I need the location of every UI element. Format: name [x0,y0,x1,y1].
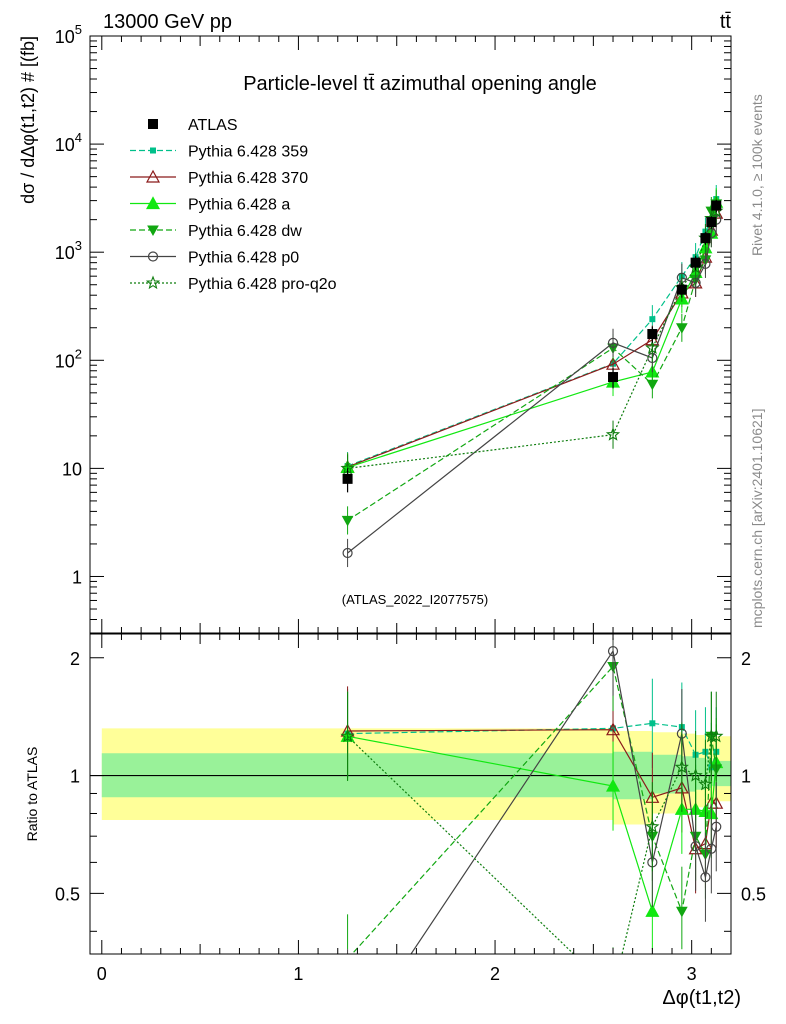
series-4-ratio-line [410,649,717,954]
main-y-tick-label: 102 [55,346,82,371]
legend-marker-3 [145,196,161,210]
legend: ATLAS Pythia 6.428 359 Pythia 6.428 370 Pyt… [130,117,337,293]
ratio-y-axis-label: Ratio to ATLAS [24,747,40,842]
series-4-point [700,258,711,269]
series-4-ratio-point [607,645,619,657]
main-y-tick-label: 10 [62,459,82,479]
series-5-ratio-line [347,735,717,954]
series-5-point [605,427,621,441]
legend-label-0: ATLAS [188,117,238,134]
ratio-y-tick-label-right: 1 [741,767,751,787]
atlas-data-point [690,257,701,268]
ratio-plot: 0 1 2 3 0.5 0.5 1 1 2 2 [55,634,766,997]
series-5-ratio-point [607,986,618,997]
series-5-ratio-point [709,728,724,743]
atlas-data-point [711,200,722,211]
main-y-tick-exponent: 5 [75,22,82,37]
series-5-ratio-point [704,728,719,743]
legend-marker-4 [147,225,159,237]
legend-label-5: Pythia 6.428 p0 [188,250,299,267]
legend-label-4: Pythia 6.428 dw [188,223,302,240]
series-2-ratio-point [645,904,660,917]
series-4-ratio-point [711,821,722,832]
series-4-ratio-point [690,841,701,852]
x-axis-label: Δφ(t1,t2) [662,987,741,1009]
main-y-tick-exponent: 3 [75,238,82,253]
atlas-data-point [647,329,658,340]
ratio-y-tick-label: 1 [70,767,80,787]
series-4-ratio-point [700,872,711,883]
x-tick-label: 2 [490,964,500,984]
legend-marker-2 [145,169,161,183]
series-5-ratio-point [674,759,689,774]
legend-label-6: Pythia 6.428 pro-q2o [188,276,337,293]
series-3-point [646,379,659,391]
mcplots-label: mcplots.cern.ch [arXiv:2401.10621] [749,409,765,628]
series-5-ratio-point [645,819,660,833]
ratio-series-group [90,637,731,997]
ratio-y-tick-label: 0.5 [55,884,80,904]
atlas-data-point [706,217,717,228]
series-4-point [607,337,619,348]
series-5-ratio-point [340,728,355,743]
series-5-ratio-point [688,768,703,782]
series-5-point [645,340,660,355]
series-0-ratio-point [649,720,656,727]
main-y-tick-label: 104 [55,130,82,155]
series-4-point [342,547,353,559]
x-tick-label: 3 [687,964,697,984]
x-tick-label: 0 [97,964,107,984]
y-axis-label: dσ / dΔφ(t1,t2) # [(fb] [18,36,38,204]
series-3-line [347,203,717,521]
series-3-point [675,323,688,334]
header-energy: 13000 GeV pp [103,11,232,33]
main-y-tick-label: 103 [55,238,82,263]
main-y-tick-label: 1 [72,567,82,587]
rivet-label: Rivet 4.1.0, ≥ 100k events [749,94,765,256]
series-3-ratio-point [675,906,688,918]
ratio-y-tick-label-right: 0.5 [741,884,766,904]
main-y-tick-exponent: 2 [75,346,82,361]
legend-label-2: Pythia 6.428 370 [188,170,308,187]
ratio-y-tick-label-right: 2 [741,649,751,669]
legend-marker-5 [147,251,159,262]
series-3-ratio-point [343,955,353,964]
legend-marker-0 [148,119,158,129]
main-series-group [340,184,724,568]
series-0-line [347,198,717,467]
x-tick-label: 1 [293,964,303,984]
main-plot: 1 10 102 103 104 105 [55,22,732,634]
main-y-tick-exponent: 4 [75,130,82,145]
main-plot-frame [89,35,732,634]
atlas-data-point [608,372,619,383]
legend-marker-1 [150,147,156,154]
atlas-data-point [700,233,711,244]
series-2-ratio-point [606,778,621,792]
series-1-line [347,212,717,468]
legend-label-3: Pythia 6.428 a [188,197,290,214]
main-y-tick-label: 105 [55,22,82,47]
ratio-plot-frame [89,633,732,955]
atlas-data-point [342,473,353,484]
series-3-ratio-line [351,665,717,954]
ratio-y-tick-label: 2 [70,649,80,669]
series-3-point [341,515,354,527]
series-0-point [649,316,656,323]
header-process: tt̄ [720,11,732,33]
watermark: (ATLAS_2022_I2077575) [342,592,488,607]
legend-marker-6 [145,275,161,290]
atlas-data-point [676,284,687,295]
chart-title: Particle-level tt̄ azimuthal opening ang… [243,73,597,95]
series-4-line [347,219,717,554]
series-1-ratio-point [606,722,621,736]
series-5-ratio-point [698,776,713,791]
series-5-line [347,210,717,469]
legend-label-1: Pythia 6.428 359 [188,144,308,161]
